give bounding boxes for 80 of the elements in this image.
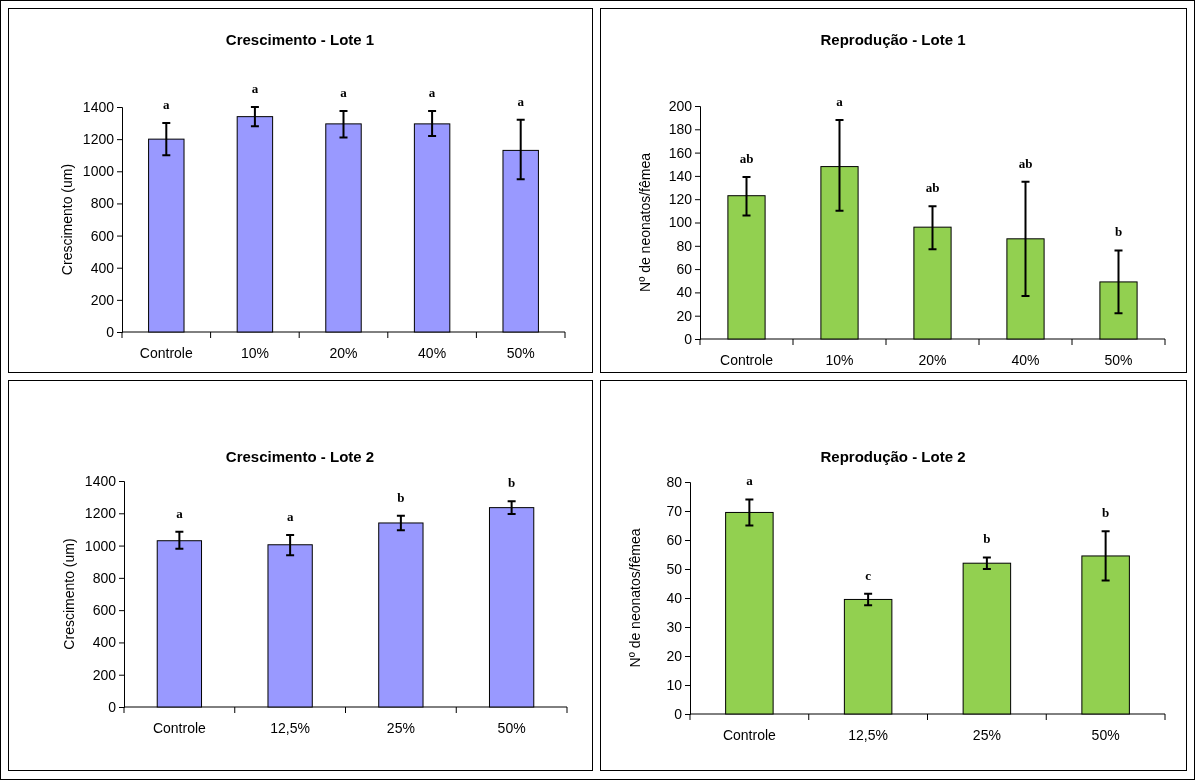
chart-title: Reprodução - Lote 2 xyxy=(820,448,966,465)
x-tick-label: Controle xyxy=(139,345,193,361)
x-tick-label: 50% xyxy=(1091,727,1120,743)
annotation: c xyxy=(865,567,872,583)
y-tick-label: 600 xyxy=(92,602,117,619)
x-tick-label: Controle xyxy=(720,352,774,368)
chart-title: Reprodução - Lote 1 xyxy=(820,31,966,48)
y-tick-label: 200 xyxy=(668,97,693,114)
annotation: a xyxy=(286,509,294,525)
x-tick-label: 25% xyxy=(386,720,415,736)
y-tick-label: 0 xyxy=(106,323,115,340)
chart-title: Crescimento - Lote 1 xyxy=(225,31,375,48)
y-tick-label: 120 xyxy=(668,191,693,208)
annotation: ab xyxy=(1018,155,1033,171)
y-axis-title: Nº de neonatos/fêmea xyxy=(637,152,653,292)
y-axis-title: Crescimento (um) xyxy=(59,163,75,276)
y-axis-title: Crescimento (um) xyxy=(61,538,77,650)
y-tick-label: 400 xyxy=(92,634,117,651)
y-tick-label: 1400 xyxy=(82,98,115,115)
x-tick-label: 12,5% xyxy=(270,720,310,736)
y-tick-label: 1200 xyxy=(82,131,115,148)
x-tick-label: 50% xyxy=(497,720,526,736)
y-tick-label: 70 xyxy=(666,502,683,519)
annotation: a xyxy=(176,505,184,521)
y-tick-label: 60 xyxy=(676,261,693,278)
x-tick-label: 25% xyxy=(972,727,1001,743)
text: a xyxy=(340,85,348,101)
y-tick-label: 1200 xyxy=(84,505,117,522)
y-tick-label: 160 xyxy=(668,144,693,161)
y-tick-label: 30 xyxy=(666,618,683,635)
text: a xyxy=(251,81,259,96)
y-tick-label: 800 xyxy=(90,195,115,212)
y-tick-label: 200 xyxy=(90,291,115,308)
chart-title: Crescimento - Lote 2 xyxy=(225,448,375,465)
annotation: b xyxy=(1102,505,1110,521)
y-axis-title: Nº de neonatos/fêmea xyxy=(627,528,643,668)
annotation: b xyxy=(983,531,991,547)
annotation: b xyxy=(1114,224,1123,240)
y-tick-label: 400 xyxy=(90,259,115,276)
annotation: a xyxy=(163,97,171,113)
annotation: a xyxy=(746,473,754,489)
y-tick-label: 140 xyxy=(668,167,693,184)
annotation: ab xyxy=(925,180,940,196)
annotation: b xyxy=(508,475,516,491)
y-tick-label: 600 xyxy=(90,227,115,244)
y-tick-label: 10 xyxy=(666,676,683,693)
x-tick-label: 40% xyxy=(418,345,447,361)
x-tick-label: 40% xyxy=(1011,352,1040,368)
y-tick-label: 50 xyxy=(666,560,683,577)
x-tick-label: 10% xyxy=(240,345,269,361)
annotation: b xyxy=(397,489,405,505)
y-tick-label: 40 xyxy=(676,284,693,301)
x-tick-label: Controle xyxy=(152,720,207,736)
y-tick-label: 200 xyxy=(92,666,117,683)
annotation: ab xyxy=(739,151,754,167)
x-tick-label: Controle xyxy=(722,727,777,743)
annotation: a xyxy=(836,93,844,109)
y-tick-label: 0 xyxy=(684,330,693,347)
y-tick-label: 80 xyxy=(676,237,693,254)
x-tick-label: 20% xyxy=(918,352,947,368)
x-tick-label: 50% xyxy=(506,345,535,361)
y-tick-label: 1000 xyxy=(84,537,117,554)
x-tick-label: 50% xyxy=(1104,352,1133,368)
y-tick-label: 20 xyxy=(676,307,693,324)
y-tick-label: 800 xyxy=(92,569,117,586)
text: a xyxy=(428,85,436,101)
y-tick-label: 20 xyxy=(666,647,683,664)
x-tick-label: 20% xyxy=(329,345,358,361)
y-tick-label: 100 xyxy=(668,214,693,231)
y-tick-label: 80 xyxy=(666,473,683,490)
x-tick-label: 12,5% xyxy=(848,727,888,743)
x-tick-label: 10% xyxy=(825,352,854,368)
y-tick-label: 0 xyxy=(674,705,683,722)
y-tick-label: 0 xyxy=(108,698,117,715)
y-tick-label: 40 xyxy=(666,589,683,606)
y-tick-label: 1400 xyxy=(84,472,117,489)
annotation: a xyxy=(517,93,525,109)
y-tick-label: 180 xyxy=(668,121,693,138)
y-tick-label: 1000 xyxy=(82,163,115,180)
y-tick-label: 60 xyxy=(666,531,683,548)
